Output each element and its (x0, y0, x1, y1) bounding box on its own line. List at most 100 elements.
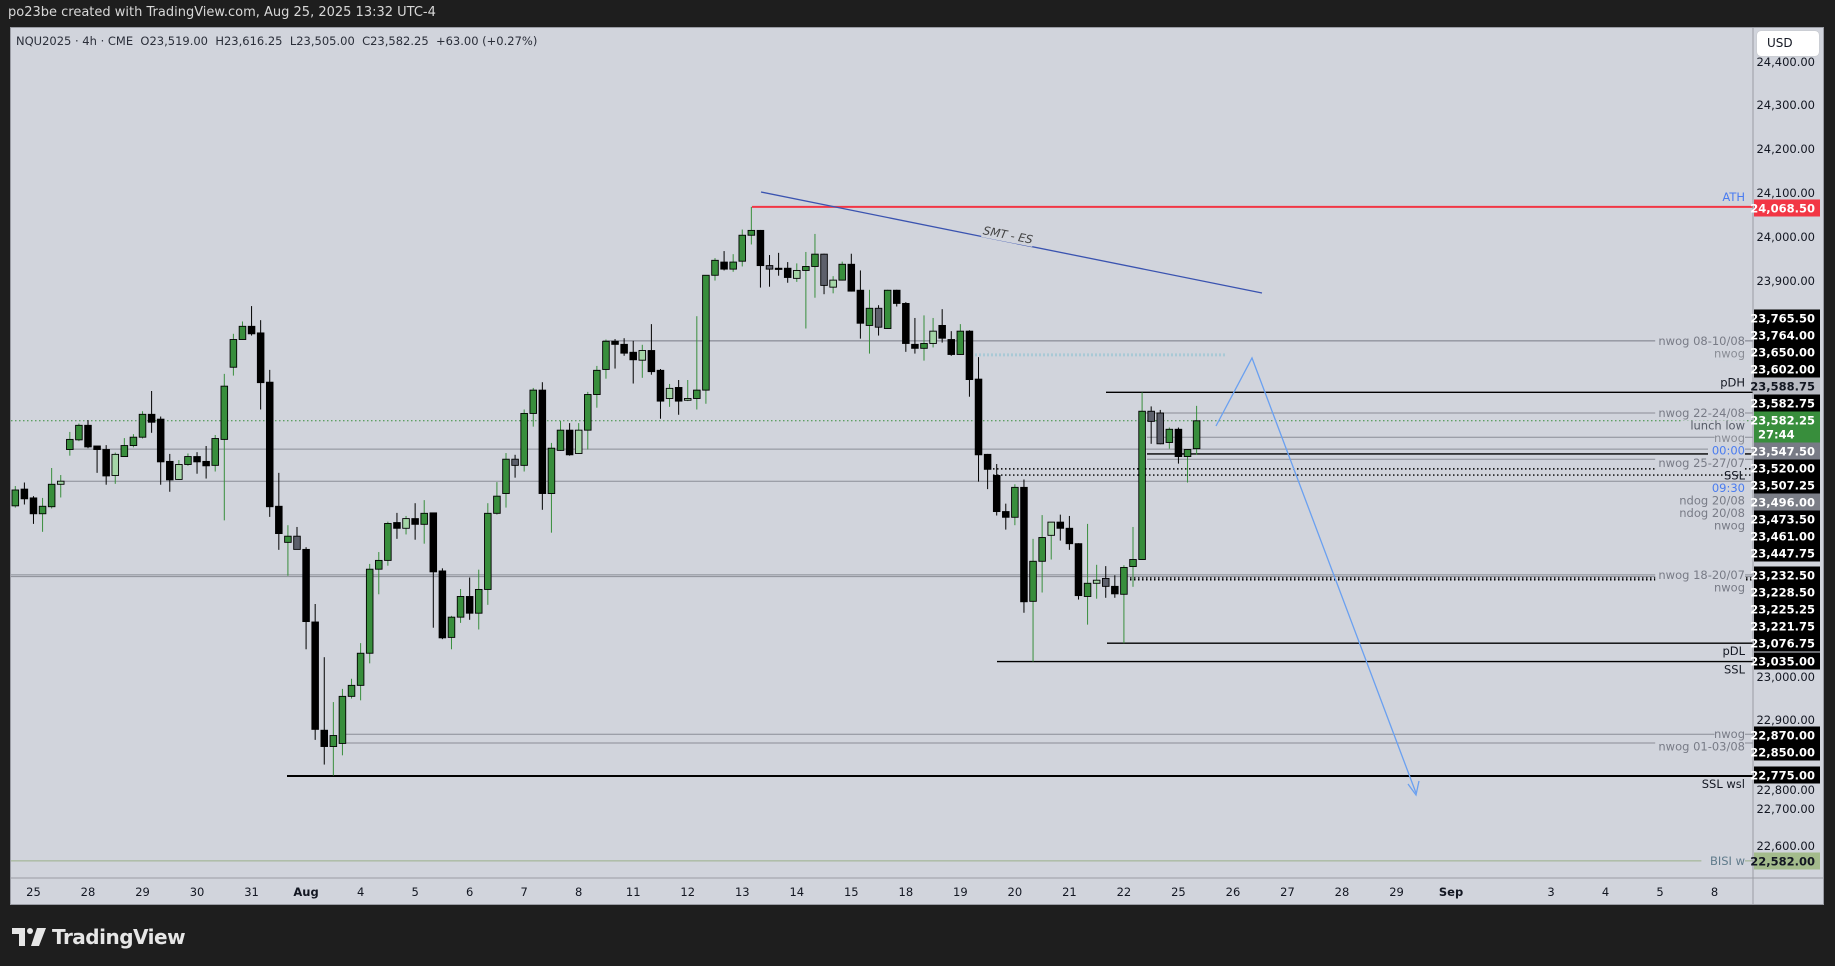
candle (874, 305, 883, 336)
candle (883, 289, 892, 329)
candle-body (947, 339, 956, 355)
currency-button[interactable]: USD (1757, 31, 1819, 56)
candle-body (883, 289, 892, 329)
candle (66, 431, 74, 456)
candle (683, 380, 692, 402)
candle (702, 274, 710, 404)
price-tick-label: 24,400.00 (1756, 55, 1815, 69)
candle (656, 369, 665, 419)
candle (729, 254, 737, 272)
price-axis-label: 23,461.00 (1750, 530, 1815, 544)
candle (1038, 515, 1046, 593)
price-axis-label-box (1754, 726, 1820, 744)
candle-body (920, 343, 928, 349)
candle-body (1156, 412, 1165, 445)
candle-body (1138, 410, 1146, 560)
price-axis-label: 23,473.50 (1750, 513, 1815, 527)
candle-body (965, 330, 974, 381)
candle (565, 423, 574, 456)
candle-body (1083, 582, 1092, 597)
time-tick-label: 27 (1280, 885, 1295, 899)
candle-body (874, 307, 883, 328)
candle-body (284, 535, 292, 543)
price-axis-label: 23,035.00 (1750, 655, 1815, 669)
candle (638, 344, 647, 378)
candle (365, 563, 374, 664)
price-axis-label-box (1754, 476, 1820, 494)
price-axis-label-box (1754, 544, 1820, 562)
chart-panel[interactable] (10, 27, 1824, 905)
price-axis-label: 22,775.00 (1750, 769, 1815, 783)
candle-body (56, 480, 65, 485)
level-label-bg (1675, 508, 1745, 520)
candle-body (565, 429, 574, 456)
level-label-bg (1714, 729, 1745, 742)
candle (856, 270, 865, 339)
price-axis-label: 23,076.75 (1750, 637, 1815, 651)
candle (211, 435, 219, 472)
candle (384, 521, 392, 566)
candle-body (365, 568, 374, 654)
level-label-bg (1655, 408, 1745, 420)
candle-body (311, 621, 319, 730)
candle (275, 472, 283, 550)
candle-body (11, 489, 20, 507)
time-tick-label: 25 (26, 885, 41, 899)
candle (1147, 406, 1155, 444)
candle-body (1129, 559, 1137, 568)
price-axis-label-box (1754, 377, 1820, 395)
candle-body (1092, 579, 1101, 584)
candle-body (811, 253, 819, 267)
time-tick-label: 8 (575, 885, 582, 899)
candle (1156, 409, 1165, 445)
candle-body (375, 559, 383, 570)
level-label: nwog (1714, 727, 1745, 741)
price-axis-label-box (1754, 309, 1820, 327)
candle (393, 512, 401, 539)
legend-open: O23,519.00 (140, 34, 209, 48)
candle (184, 453, 192, 466)
candle-body (547, 447, 556, 494)
time-tick-label: 12 (680, 885, 695, 899)
time-tick-label: 7 (521, 885, 528, 899)
candle (75, 423, 83, 442)
time-tick-label: Aug (293, 885, 318, 899)
candle-body (865, 307, 874, 326)
candle-body (302, 548, 310, 623)
candle (983, 453, 992, 490)
price-axis-label: 22,850.00 (1750, 746, 1815, 760)
candle (456, 589, 465, 623)
candle (47, 468, 56, 509)
candle (138, 411, 147, 439)
price-axis-label: 23,650.00 (1750, 346, 1815, 360)
candle (556, 420, 565, 451)
level-label-bg (1714, 433, 1745, 445)
candle (356, 643, 365, 701)
chart-credit: po23be created with TradingView.com, Aug… (8, 5, 436, 20)
candle-body (929, 330, 937, 344)
candle-body (1011, 486, 1019, 518)
price-axis-label: 23,225.25 (1750, 603, 1815, 617)
tradingview-logo[interactable]: TradingView (12, 925, 186, 949)
time-tick-label: 18 (899, 885, 914, 899)
candle (811, 233, 819, 298)
time-tick-label: 31 (244, 885, 259, 899)
price-axis-label-box (1754, 199, 1820, 217)
candle (293, 526, 301, 550)
candle (1138, 392, 1146, 560)
candle (338, 688, 347, 756)
price-axis-label: 23,547.50 (1750, 445, 1815, 459)
candle-body (175, 464, 183, 480)
price-axis-label: 23,764.00 (1750, 329, 1815, 343)
candle (56, 475, 65, 498)
candle-body (629, 351, 637, 361)
legend-symbol[interactable]: NQU2025 · 4h · CME (16, 34, 134, 48)
candle (1065, 515, 1074, 550)
candle (793, 263, 801, 282)
price-tick-label: 24,000.00 (1756, 230, 1815, 244)
level-label: ndog 20/08 (1679, 494, 1745, 508)
level-label: nwog 08-10/08 (1658, 334, 1745, 348)
time-tick-label: 14 (789, 885, 804, 899)
